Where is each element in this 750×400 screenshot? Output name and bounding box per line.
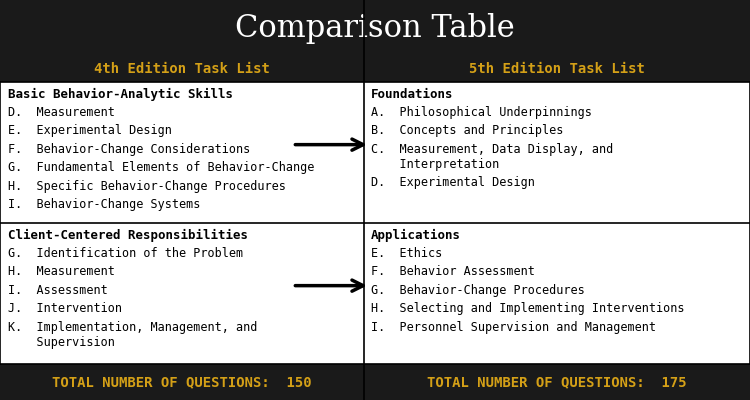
Text: F.  Behavior-Change Considerations: F. Behavior-Change Considerations — [8, 143, 250, 156]
Text: B.  Concepts and Principles: B. Concepts and Principles — [371, 124, 564, 138]
Text: E.  Experimental Design: E. Experimental Design — [8, 124, 171, 138]
Text: Applications: Applications — [371, 228, 461, 242]
Text: G.  Identification of the Problem: G. Identification of the Problem — [8, 247, 243, 260]
Text: A.  Philosophical Underpinnings: A. Philosophical Underpinnings — [371, 106, 592, 119]
Text: Comparison Table: Comparison Table — [236, 12, 514, 44]
Text: G.  Fundamental Elements of Behavior-Change: G. Fundamental Elements of Behavior-Chan… — [8, 161, 314, 174]
Text: Client-Centered Responsibilities: Client-Centered Responsibilities — [8, 228, 248, 242]
Text: I.  Behavior-Change Systems: I. Behavior-Change Systems — [8, 198, 200, 211]
Text: 5th Edition Task List: 5th Edition Task List — [469, 62, 645, 76]
Text: K.  Implementation, Management, and
    Supervision: K. Implementation, Management, and Super… — [8, 320, 256, 348]
Text: F.  Behavior Assessment: F. Behavior Assessment — [371, 266, 536, 278]
Text: H.  Specific Behavior-Change Procedures: H. Specific Behavior-Change Procedures — [8, 180, 285, 193]
Text: I.  Assessment: I. Assessment — [8, 284, 107, 297]
Text: TOTAL NUMBER OF QUESTIONS:  150: TOTAL NUMBER OF QUESTIONS: 150 — [52, 375, 312, 389]
Text: TOTAL NUMBER OF QUESTIONS:  175: TOTAL NUMBER OF QUESTIONS: 175 — [427, 375, 687, 389]
Text: 4th Edition Task List: 4th Edition Task List — [94, 62, 270, 76]
Text: H.  Measurement: H. Measurement — [8, 266, 114, 278]
Text: I.  Personnel Supervision and Management: I. Personnel Supervision and Management — [371, 320, 656, 334]
Text: E.  Ethics: E. Ethics — [371, 247, 442, 260]
Text: D.  Experimental Design: D. Experimental Design — [371, 176, 536, 189]
Text: J.  Intervention: J. Intervention — [8, 302, 122, 315]
Text: Basic Behavior-Analytic Skills: Basic Behavior-Analytic Skills — [8, 88, 232, 101]
Text: C.  Measurement, Data Display, and
    Interpretation: C. Measurement, Data Display, and Interp… — [371, 143, 614, 171]
Text: G.  Behavior-Change Procedures: G. Behavior-Change Procedures — [371, 284, 585, 297]
Text: D.  Measurement: D. Measurement — [8, 106, 114, 119]
Text: Foundations: Foundations — [371, 88, 454, 101]
Text: H.  Selecting and Implementing Interventions: H. Selecting and Implementing Interventi… — [371, 302, 685, 315]
